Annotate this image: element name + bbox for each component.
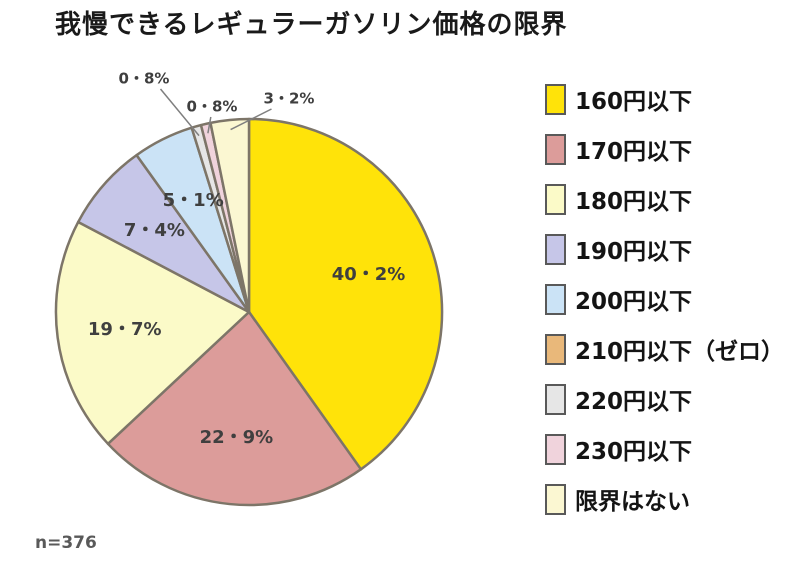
pie-label-1: 22・9%	[200, 427, 274, 448]
legend-swatch-1	[545, 133, 566, 165]
legend-swatch-2	[545, 183, 566, 215]
legend-item-6: 220円以下	[545, 374, 784, 424]
legend-item-3: 190円以下	[545, 224, 784, 274]
pie-label-6: 0・8%	[119, 69, 170, 87]
pie-label-3: 7・4%	[124, 220, 185, 241]
pie-label-2: 19・7%	[88, 319, 162, 340]
pie-label-0: 40・2%	[332, 264, 406, 285]
legend-item-5: 210円以下（ゼロ）	[545, 324, 784, 374]
legend-label-3: 190円以下	[575, 239, 693, 265]
legend-swatch-5	[545, 333, 566, 365]
legend-swatch-7	[545, 433, 566, 465]
pie-slice-0	[247, 117, 444, 471]
legend-item-7: 230円以下	[545, 424, 784, 474]
pie-label-7: 0・8%	[187, 97, 238, 115]
legend-swatch-0	[545, 83, 566, 115]
leader-line-8	[230, 108, 272, 131]
leader-line-7	[207, 116, 212, 134]
legend-label-8: 限界はない	[575, 489, 690, 515]
chart-title: 我慢できるレギュラーガソリン価格の限界	[55, 10, 568, 40]
leader-line-6	[159, 88, 200, 137]
legend-item-2: 180円以下	[545, 174, 784, 224]
legend-swatch-4	[545, 283, 566, 315]
legend-item-0: 160円以下	[545, 74, 784, 124]
pie-label-4: 5・1%	[163, 190, 224, 211]
legend-item-4: 200円以下	[545, 274, 784, 324]
sample-size-label: n=376	[35, 533, 97, 553]
legend-label-6: 220円以下	[575, 389, 693, 415]
legend-label-2: 180円以下	[575, 189, 693, 215]
legend-label-4: 200円以下	[575, 289, 693, 315]
pie-slice-8	[209, 117, 251, 314]
legend-swatch-3	[545, 233, 566, 265]
legend-swatch-6	[545, 383, 566, 415]
legend-item-8: 限界はない	[545, 474, 784, 524]
legend-label-0: 160円以下	[575, 89, 693, 115]
pie-slice-2	[54, 220, 251, 446]
legend-item-1: 170円以下	[545, 124, 784, 174]
legend-label-5: 210円以下（ゼロ）	[575, 339, 785, 365]
pie-label-8: 3・2%	[264, 89, 315, 107]
legend-label-1: 170円以下	[575, 139, 693, 165]
pie-slice-1	[106, 310, 363, 507]
legend-swatch-8	[545, 483, 566, 515]
legend: 160円以下 170円以下 180円以下 190円以下 200円以下 210円以下（ゼロ）…	[545, 74, 784, 524]
legend-label-7: 230円以下	[575, 439, 693, 465]
